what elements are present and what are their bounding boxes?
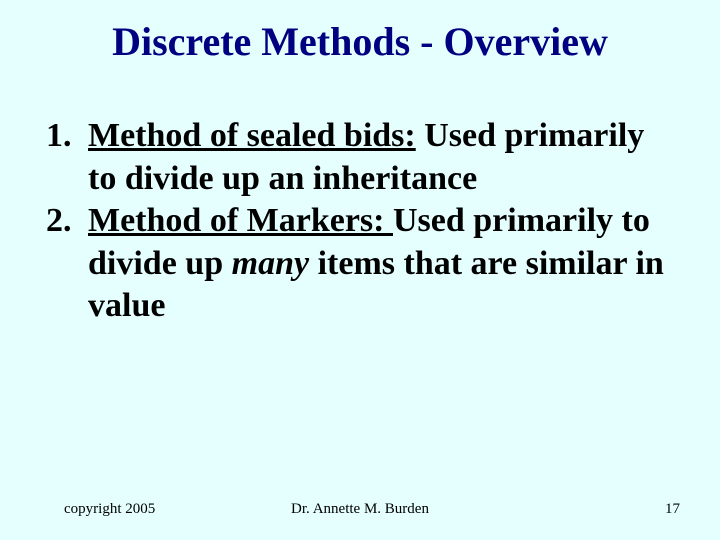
list-body: Method of Markers: Used primarily to div… — [88, 200, 674, 328]
slide-title: Discrete Methods - Overview — [0, 18, 720, 65]
list-number: 2. — [46, 200, 88, 328]
list-body: Method of sealed bids: Used primarily to… — [88, 115, 674, 200]
list-item: 2. Method of Markers: Used primarily to … — [46, 200, 674, 328]
list-item: 1. Method of sealed bids: Used primarily… — [46, 115, 674, 200]
term-underlined: Method of sealed bids: — [88, 117, 416, 154]
slide-content: 1. Method of sealed bids: Used primarily… — [46, 115, 674, 328]
term-underlined: Method of Markers: — [88, 202, 393, 239]
list-number: 1. — [46, 115, 88, 200]
footer-page-number: 17 — [665, 501, 680, 518]
slide: Discrete Methods - Overview 1. Method of… — [0, 0, 720, 540]
term-italic: many — [232, 245, 309, 282]
footer-author: Dr. Annette M. Burden — [0, 501, 720, 518]
